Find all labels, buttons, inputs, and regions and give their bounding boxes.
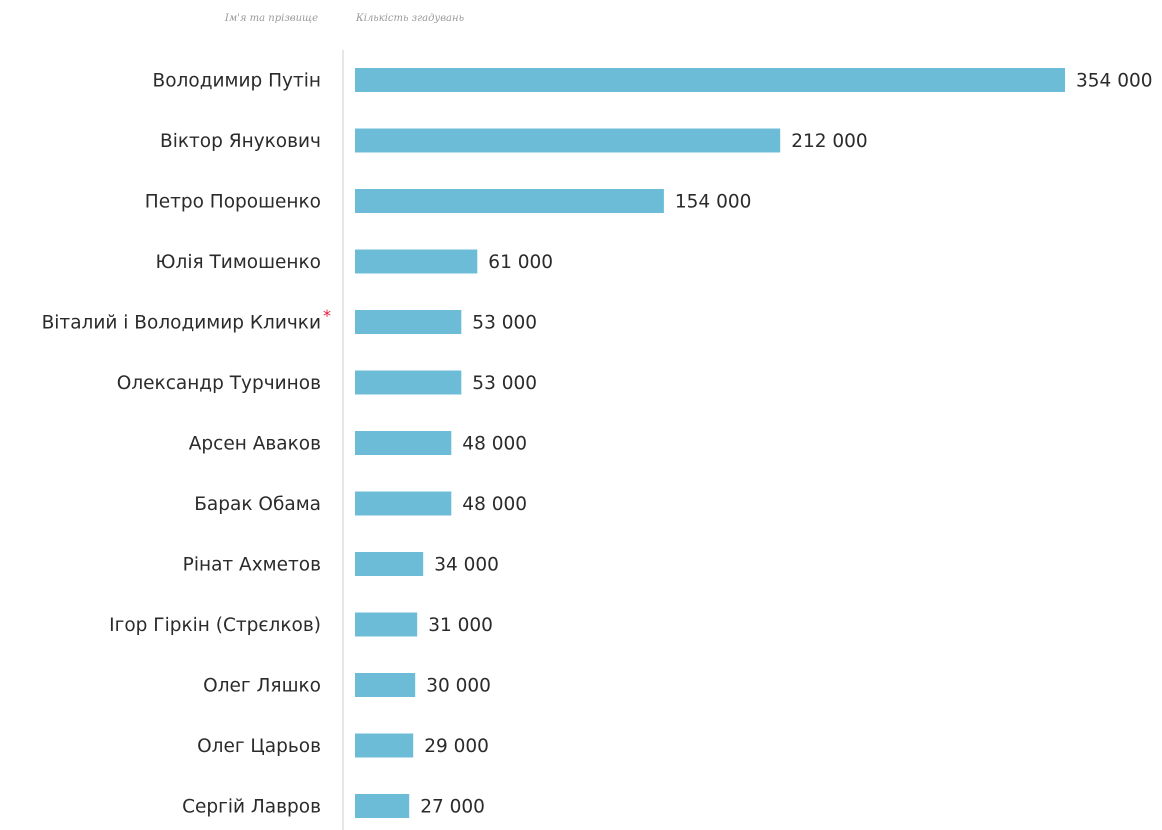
bar: [355, 370, 462, 395]
bar: [355, 68, 1065, 92]
footnote-marker: *: [323, 306, 331, 325]
bar: [355, 673, 416, 697]
value-label: 31 000: [428, 615, 493, 636]
value-label: 30 000: [426, 676, 491, 697]
bar: [355, 128, 781, 153]
bar-row: Барак Обама 48 000: [194, 491, 527, 516]
value-label: 154 000: [675, 192, 752, 213]
category-label: Юлія Тимошенко: [156, 252, 321, 273]
bar: [355, 310, 462, 334]
category-label: Віталий і Володимир Клички: [42, 313, 321, 334]
bar: [355, 612, 418, 637]
bar-row: Віктор Янукович 212 000: [160, 128, 868, 153]
category-label: Барак Обама: [194, 494, 321, 515]
category-column-header: Ім'я та прізвище: [224, 13, 318, 24]
value-label: 61 000: [488, 252, 553, 273]
bar: [355, 552, 424, 576]
category-label: Арсен Аваков: [189, 434, 321, 455]
value-label: 53 000: [472, 373, 537, 394]
bar-row: Ігор Гіркін (Стрєлков) 31 000: [109, 612, 493, 637]
category-label: Олег Ляшко: [203, 676, 321, 697]
bar-row: Арсен Аваков 48 000: [189, 431, 527, 455]
value-label: 354 000: [1076, 71, 1153, 92]
bar-row: Володимир Путін 354 000: [153, 68, 1153, 92]
bar-row: Олег Ляшко 30 000: [203, 673, 491, 697]
value-label: 212 000: [791, 131, 868, 152]
bar: [355, 733, 414, 758]
bar: [355, 249, 478, 274]
category-label: Віктор Янукович: [160, 131, 321, 152]
bar: [355, 431, 452, 455]
bar-row: Рінат Ахметов 34 000: [183, 552, 499, 576]
value-label: 27 000: [420, 797, 485, 818]
value-label: 29 000: [424, 736, 489, 757]
value-label: 48 000: [462, 434, 527, 455]
value-label: 53 000: [472, 313, 537, 334]
bar-row: Олександр Турчинов 53 000: [117, 370, 537, 395]
category-label: Сергій Лавров: [182, 797, 321, 818]
bar-row: Юлія Тимошенко 61 000: [156, 249, 553, 274]
bar: [355, 491, 452, 516]
category-label: Рінат Ахметов: [183, 555, 321, 576]
bar: [355, 794, 410, 818]
category-label: Петро Порошенко: [145, 192, 321, 213]
category-label: Олександр Турчинов: [117, 373, 321, 394]
bar-row: Петро Порошенко 154 000: [145, 189, 752, 213]
category-label: Олег Царьов: [197, 736, 321, 757]
bar-rows: Володимир Путін 354 000 Віктор Янукович 212…: [42, 68, 1153, 818]
value-column-header: Кількість згадувань: [355, 13, 464, 24]
bar-row: Сергій Лавров 27 000: [182, 794, 485, 818]
category-label: Ігор Гіркін (Стрєлков): [109, 615, 321, 636]
bar-row: Віталий і Володимир Клички * 53 000: [42, 306, 537, 334]
bar: [355, 189, 664, 213]
value-label: 34 000: [434, 555, 499, 576]
category-label: Володимир Путін: [153, 71, 321, 92]
bar-row: Олег Царьов 29 000: [197, 733, 489, 758]
value-label: 48 000: [462, 494, 527, 515]
